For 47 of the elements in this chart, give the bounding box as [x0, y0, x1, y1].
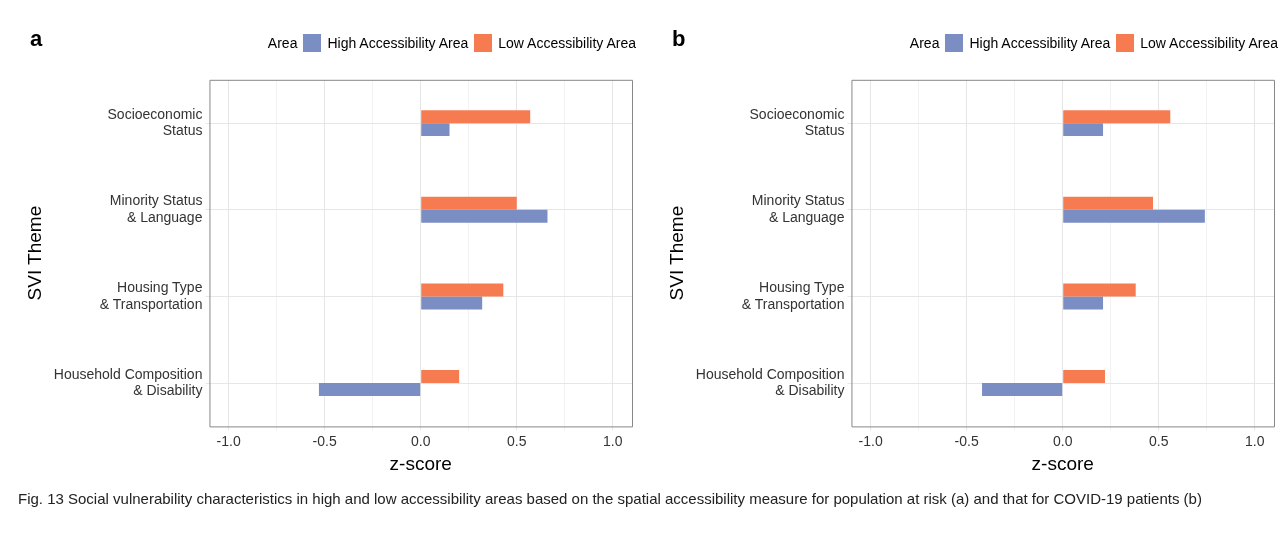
x-tick-label: 0.5 — [507, 432, 527, 449]
x-tick-label: 1.0 — [1245, 432, 1265, 449]
y-axis-title: SVI Theme — [23, 205, 45, 301]
y-tick-label: Housing Type & Transportation — [99, 278, 203, 312]
x-tick-label: -1.0 — [216, 432, 241, 449]
bar — [421, 370, 460, 384]
x-tick-label: 0.0 — [410, 432, 431, 449]
y-tick-label: Socioeconomic Status — [749, 105, 845, 139]
x-axis-title: z-score — [389, 452, 452, 474]
chart-title: a — [30, 26, 43, 52]
y-tick-label: Minority Status & Language — [751, 192, 845, 226]
bar — [1063, 123, 1104, 137]
legend-label: Low Accessibility Area — [1140, 35, 1278, 51]
bar — [421, 110, 531, 124]
y-axis-title: SVI Theme — [665, 205, 687, 301]
bar — [1063, 209, 1205, 223]
x-tick-label: 0.5 — [1149, 432, 1169, 449]
x-tick-label: 0.0 — [1052, 432, 1073, 449]
bar — [421, 196, 517, 210]
bar — [1063, 370, 1105, 384]
x-tick-label: -1.0 — [858, 432, 883, 449]
x-tick-label: 1.0 — [603, 432, 623, 449]
x-axis-title: z-score — [1031, 452, 1094, 474]
bar — [1063, 283, 1136, 297]
bar — [421, 283, 504, 297]
bar — [421, 296, 483, 310]
bar — [1063, 110, 1171, 124]
y-tick-label: Housing Type & Transportation — [741, 278, 845, 312]
x-tick-label: -0.5 — [312, 432, 337, 449]
y-tick-label: Socioeconomic Status — [107, 105, 203, 139]
bar — [1063, 296, 1104, 310]
caption: Fig. 13 Social vulnerability characteristics in high and low accessibility areas based on the spatial accessibility measure for population at risk (a) and that for COVID-19 patients (b) — [18, 489, 1203, 509]
bar — [421, 123, 450, 137]
legend-title: Area — [267, 35, 298, 51]
x-tick-label: -0.5 — [954, 432, 979, 449]
legend-title: Area — [909, 35, 940, 51]
y-tick-label: Minority Status & Language — [109, 192, 203, 226]
legend-label: High Accessibility Area — [327, 35, 469, 51]
bar — [982, 383, 1063, 397]
legend-label: Low Accessibility Area — [498, 35, 636, 51]
legend-label: High Accessibility Area — [969, 35, 1111, 51]
bar — [421, 209, 548, 223]
chart-title: b — [672, 26, 686, 52]
y-tick-label: Household Composition & Disability — [695, 365, 845, 399]
bar — [1063, 196, 1153, 210]
bar — [318, 383, 421, 397]
y-tick-label: Household Composition & Disability — [53, 365, 203, 399]
